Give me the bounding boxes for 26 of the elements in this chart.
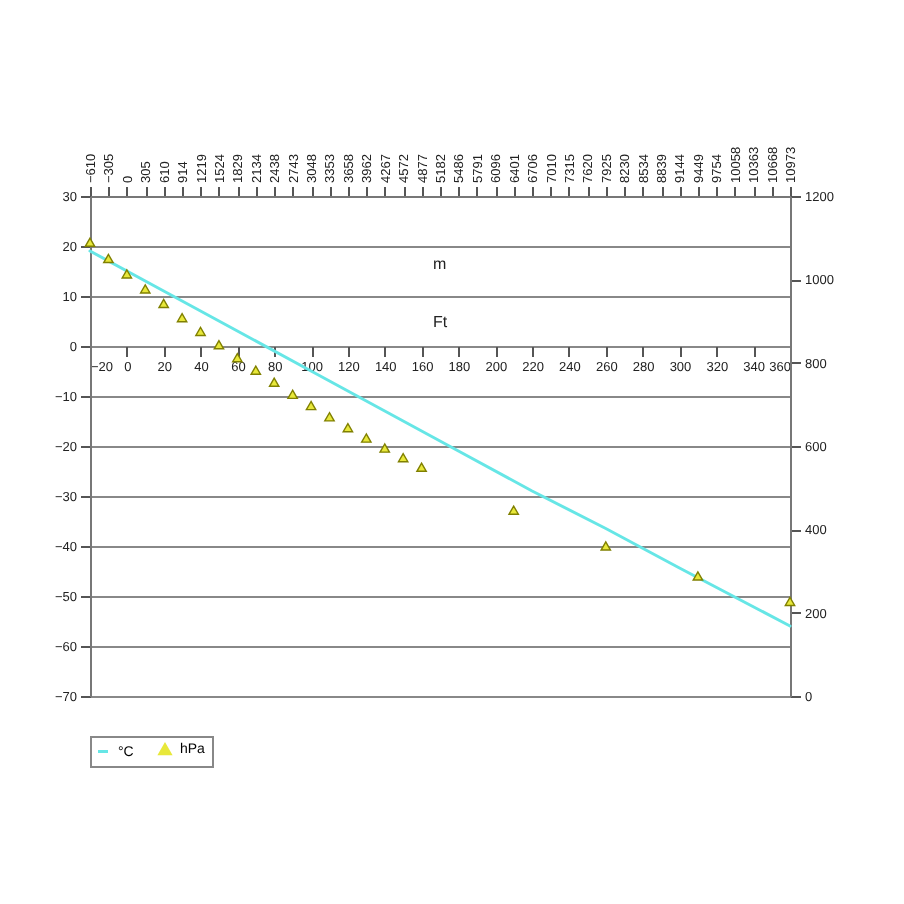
- line-series: [88, 249, 792, 628]
- point: [231, 352, 243, 363]
- point: [508, 505, 520, 515]
- point: [213, 339, 225, 350]
- point: [600, 541, 612, 551]
- point: [176, 312, 188, 323]
- point: [360, 433, 372, 443]
- point: [784, 596, 796, 607]
- point: [397, 452, 409, 463]
- point: [416, 462, 427, 473]
- point: [84, 237, 96, 248]
- point: [250, 365, 262, 375]
- point: [324, 412, 335, 422]
- point: [268, 377, 280, 388]
- x-axis-title: Ft: [433, 313, 449, 331]
- point: [692, 571, 704, 581]
- point: [195, 326, 206, 337]
- point: [379, 443, 391, 453]
- point: [305, 400, 317, 411]
- point: [342, 422, 354, 433]
- point: [158, 298, 170, 309]
- point: [103, 253, 114, 264]
- x2-axis-title: m: [433, 255, 447, 273]
- point: [121, 269, 133, 279]
- point: [287, 389, 299, 400]
- point: [139, 284, 151, 294]
